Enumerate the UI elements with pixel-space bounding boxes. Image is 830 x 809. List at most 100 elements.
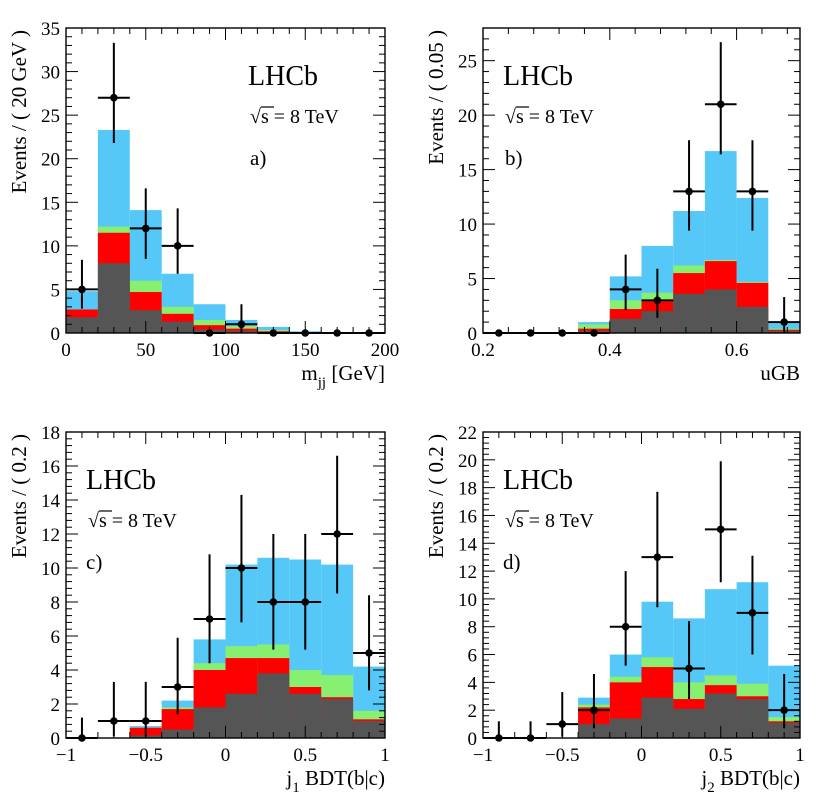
gray-bar [578,724,610,738]
data-point [301,598,310,606]
data-point [110,93,118,102]
energy-label: √s = 8 TeV [250,106,339,128]
data-point [173,683,182,691]
data-point [495,734,503,742]
y-tick-label: 8 [468,618,478,639]
data-point [716,100,725,109]
y-axis-label: Events / ( 20 GeV ) [7,30,31,194]
x-tick-label: 200 [371,340,400,361]
data-point [780,706,788,714]
data-point [653,553,662,561]
data-point [173,242,182,250]
panel-label: d) [503,550,521,574]
data-point [269,329,278,337]
y-tick-label: 0 [468,324,478,345]
y-tick-label: 10 [41,237,60,258]
x-tick-label: 50 [136,340,155,361]
x-tick-label: 0.4 [598,340,622,361]
y-tick-label: 15 [458,161,477,182]
y-tick-label: 20 [458,451,477,472]
data-point [748,187,757,196]
y-tick-label: 10 [458,215,477,236]
x-tick-label: 0 [637,745,647,766]
data-point [78,285,86,294]
gray-bar [736,306,769,333]
data-point [205,329,214,337]
panel-b: 0.2 0.4 0.6 0 5 10 15 20 25 Events / ( 0.05 ) uGB L… [424,27,801,385]
y-tick-label: 0 [51,729,61,750]
y-tick-label: 5 [51,280,61,301]
panel-label: b) [505,146,523,170]
x-tick-label: 1 [795,745,805,766]
data-point [685,664,693,673]
gray-bar [736,699,769,738]
y-tick-label: 6 [468,646,478,667]
x-axis-label: j1 BDT(b|c) [285,766,385,796]
gray-bar [609,318,642,333]
experiment-label: LHCb [86,465,156,496]
x-tick-label: 0.5 [709,745,733,766]
data-point [558,720,567,728]
y-tick-label: 12 [458,562,477,583]
y-tick-label: 10 [41,559,60,580]
x-tick-label: 100 [211,340,240,361]
x-tick-label: 1 [380,745,390,766]
x-axis-label: j2 BDT(b|c) [700,766,800,796]
y-tick-label: 18 [458,479,477,500]
y-axis-label: Events / ( 0.2 ) [424,434,448,558]
data-point [141,224,150,233]
x-tick-label: 150 [291,340,320,361]
energy-label: √s = 8 TeV [505,510,594,532]
data-point [237,564,246,572]
y-tick-label: 20 [41,150,60,171]
x-tick-label: −1 [473,745,493,766]
data-point [780,318,788,326]
data-point [78,734,86,742]
y-tick-label: 18 [41,423,60,444]
y-tick-label: 8 [51,593,61,614]
gray-bar [704,289,737,333]
energy-label: √s = 8 TeV [88,510,177,532]
y-tick-label: 35 [41,19,60,40]
x-tick-label: 0 [61,340,71,361]
data-point [205,615,214,623]
data-point [526,734,535,742]
y-tick-label: 25 [458,52,477,73]
x-tick-label: −0.5 [545,745,579,766]
data-point [301,329,310,337]
data-point [748,609,757,617]
y-tick-label: 5 [468,270,478,291]
y-axis-label: Events / ( 0.2 ) [7,434,31,558]
x-tick-label: 0.6 [725,340,749,361]
y-tick-label: 14 [41,491,61,512]
y-tick-label: 22 [458,423,477,444]
x-tick-label: −1 [56,745,76,766]
experiment-label: LHCb [503,465,573,496]
y-tick-label: 4 [468,673,478,694]
data-point [141,717,150,725]
energy-label: √s = 8 TeV [505,106,594,128]
data-point [269,598,278,606]
gray-bar [353,721,385,738]
data-point [590,706,598,714]
x-axis-label: mjj [GeV] [301,361,385,391]
y-axis-label: Events / ( 0.05 ) [424,30,448,165]
data-point [495,329,503,337]
data-point [590,329,598,337]
y-tick-label: 20 [458,106,477,127]
gray-bar [641,311,674,333]
x-tick-label: −0.5 [129,745,163,766]
gray-bar [641,697,674,738]
gray-bar [66,317,98,333]
y-tick-label: 0 [468,729,478,750]
data-point [333,329,341,337]
gray-bar [321,698,354,738]
data-point [333,530,341,538]
gray-bar [768,722,800,738]
panel-a: 0 50 100 150 200 0 5 10 15 20 25 30 35 Events / ( 20 … [7,19,399,391]
y-tick-label: 4 [51,661,61,682]
y-tick-label: 16 [458,506,477,527]
experiment-label: LHCb [503,61,573,92]
